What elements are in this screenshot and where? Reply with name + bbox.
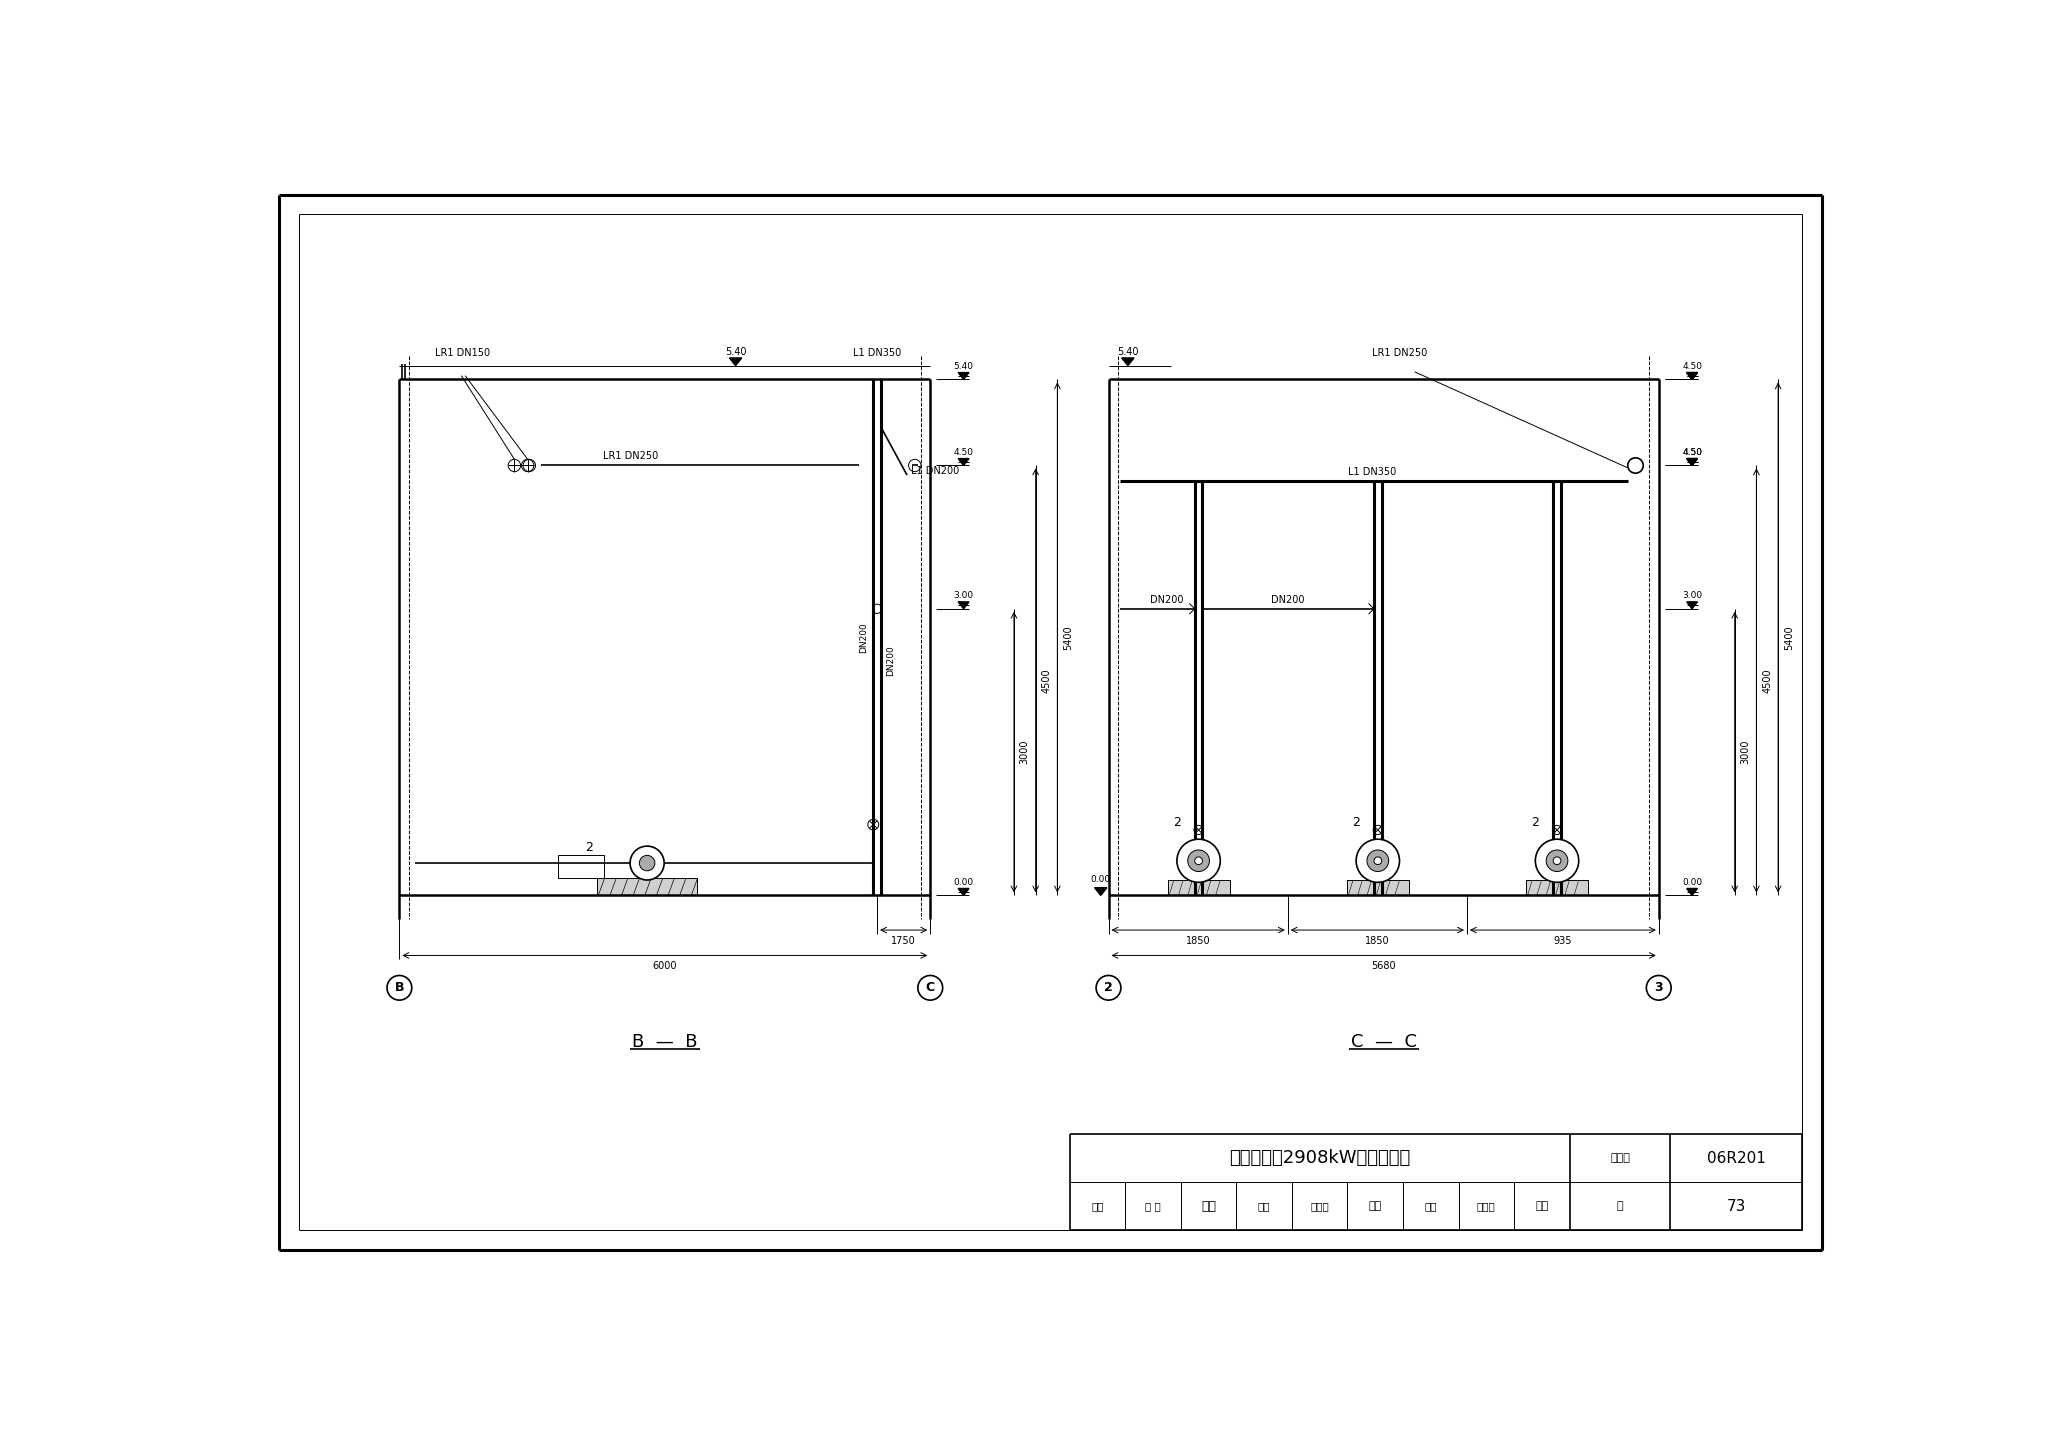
Circle shape [639, 855, 655, 871]
Text: 2: 2 [1104, 981, 1112, 994]
Text: 0.00: 0.00 [1681, 878, 1702, 887]
Circle shape [1194, 857, 1202, 865]
Bar [1526, 879, 1587, 895]
Text: 5400: 5400 [1063, 625, 1073, 649]
Text: 5680: 5680 [1372, 961, 1397, 971]
Text: L1 DN350: L1 DN350 [854, 347, 901, 358]
Circle shape [1366, 849, 1389, 871]
Text: 3000: 3000 [1020, 739, 1030, 765]
Text: 4.50: 4.50 [954, 448, 973, 458]
Text: 張力: 張力 [1200, 1200, 1217, 1213]
Text: 6000: 6000 [653, 961, 678, 971]
Bar [557, 855, 604, 878]
Text: C  —  C: C — C [1350, 1032, 1417, 1051]
Text: 3.00: 3.00 [1681, 591, 1702, 601]
Text: LR1 DN250: LR1 DN250 [1372, 347, 1427, 358]
Circle shape [631, 847, 664, 879]
Text: 图集号: 图集号 [1610, 1153, 1630, 1163]
Text: 设计: 设计 [1425, 1201, 1438, 1211]
Polygon shape [1688, 373, 1698, 379]
Text: 4500: 4500 [1761, 668, 1772, 692]
Text: 审核: 审核 [1092, 1201, 1104, 1211]
Polygon shape [1094, 888, 1108, 895]
Text: 06R201: 06R201 [1706, 1151, 1765, 1165]
Text: 校对: 校对 [1257, 1201, 1270, 1211]
Circle shape [1552, 857, 1561, 865]
Text: 4.50: 4.50 [1681, 362, 1702, 370]
Polygon shape [729, 358, 741, 366]
Text: 3000: 3000 [1741, 739, 1751, 765]
Text: 4500: 4500 [1042, 668, 1051, 692]
Text: 1750: 1750 [891, 935, 915, 945]
Text: 2: 2 [1532, 815, 1540, 829]
Bar [596, 878, 698, 895]
Text: 张 莉: 张 莉 [1145, 1201, 1161, 1211]
Text: 2: 2 [1352, 815, 1360, 829]
Polygon shape [958, 459, 969, 466]
Text: 0.00: 0.00 [954, 878, 973, 887]
Text: 1850: 1850 [1186, 935, 1210, 945]
Text: 0.00: 0.00 [1092, 875, 1110, 885]
Text: L1 DN200: L1 DN200 [911, 466, 958, 476]
Text: 5.40: 5.40 [725, 347, 745, 356]
Text: 签名: 签名 [1368, 1201, 1382, 1211]
Text: 73: 73 [1726, 1198, 1747, 1214]
Circle shape [1536, 839, 1579, 882]
Circle shape [1546, 849, 1569, 871]
Text: 5400: 5400 [1784, 625, 1794, 649]
Text: LR1 DN250: LR1 DN250 [602, 452, 657, 462]
Text: 4.50: 4.50 [1681, 448, 1702, 458]
Text: 1850: 1850 [1366, 935, 1391, 945]
Text: L1 DN350: L1 DN350 [1348, 466, 1397, 476]
Circle shape [1628, 458, 1642, 473]
Text: B: B [395, 981, 403, 994]
Bar [1348, 879, 1409, 895]
Circle shape [1374, 857, 1382, 865]
Circle shape [1178, 839, 1221, 882]
Circle shape [1356, 839, 1399, 882]
Polygon shape [958, 373, 969, 379]
Text: DN200: DN200 [1272, 595, 1305, 605]
Text: 4.50: 4.50 [1681, 448, 1702, 458]
Polygon shape [958, 888, 969, 895]
Text: 签名: 签名 [1536, 1201, 1548, 1211]
Text: 总装机容量2908kW机房剖面图: 总装机容量2908kW机房剖面图 [1229, 1150, 1411, 1167]
Circle shape [1188, 849, 1210, 871]
Text: LR1 DN150: LR1 DN150 [434, 347, 489, 358]
Text: 页: 页 [1616, 1201, 1624, 1211]
Text: B  —  B: B — B [633, 1032, 698, 1051]
Text: DN200: DN200 [858, 622, 868, 654]
Polygon shape [1688, 373, 1698, 379]
Text: DN200: DN200 [1151, 595, 1184, 605]
Text: C: C [926, 981, 934, 994]
Text: DN200: DN200 [887, 645, 895, 676]
Text: 袁白妹: 袁白妹 [1311, 1201, 1329, 1211]
Text: 5.40: 5.40 [1116, 347, 1139, 356]
Text: 3.00: 3.00 [954, 591, 973, 601]
Text: 3: 3 [1655, 981, 1663, 994]
Text: 935: 935 [1554, 935, 1573, 945]
Polygon shape [1688, 888, 1698, 895]
Polygon shape [1122, 358, 1135, 366]
Text: 2: 2 [1174, 815, 1182, 829]
Polygon shape [1688, 602, 1698, 609]
Polygon shape [958, 602, 969, 609]
Text: 2: 2 [586, 841, 594, 854]
Polygon shape [1688, 459, 1698, 466]
Bar [1167, 879, 1229, 895]
Text: 5.40: 5.40 [954, 362, 973, 370]
Text: 吴丹芸: 吴丹芸 [1477, 1201, 1495, 1211]
Polygon shape [1688, 459, 1698, 466]
